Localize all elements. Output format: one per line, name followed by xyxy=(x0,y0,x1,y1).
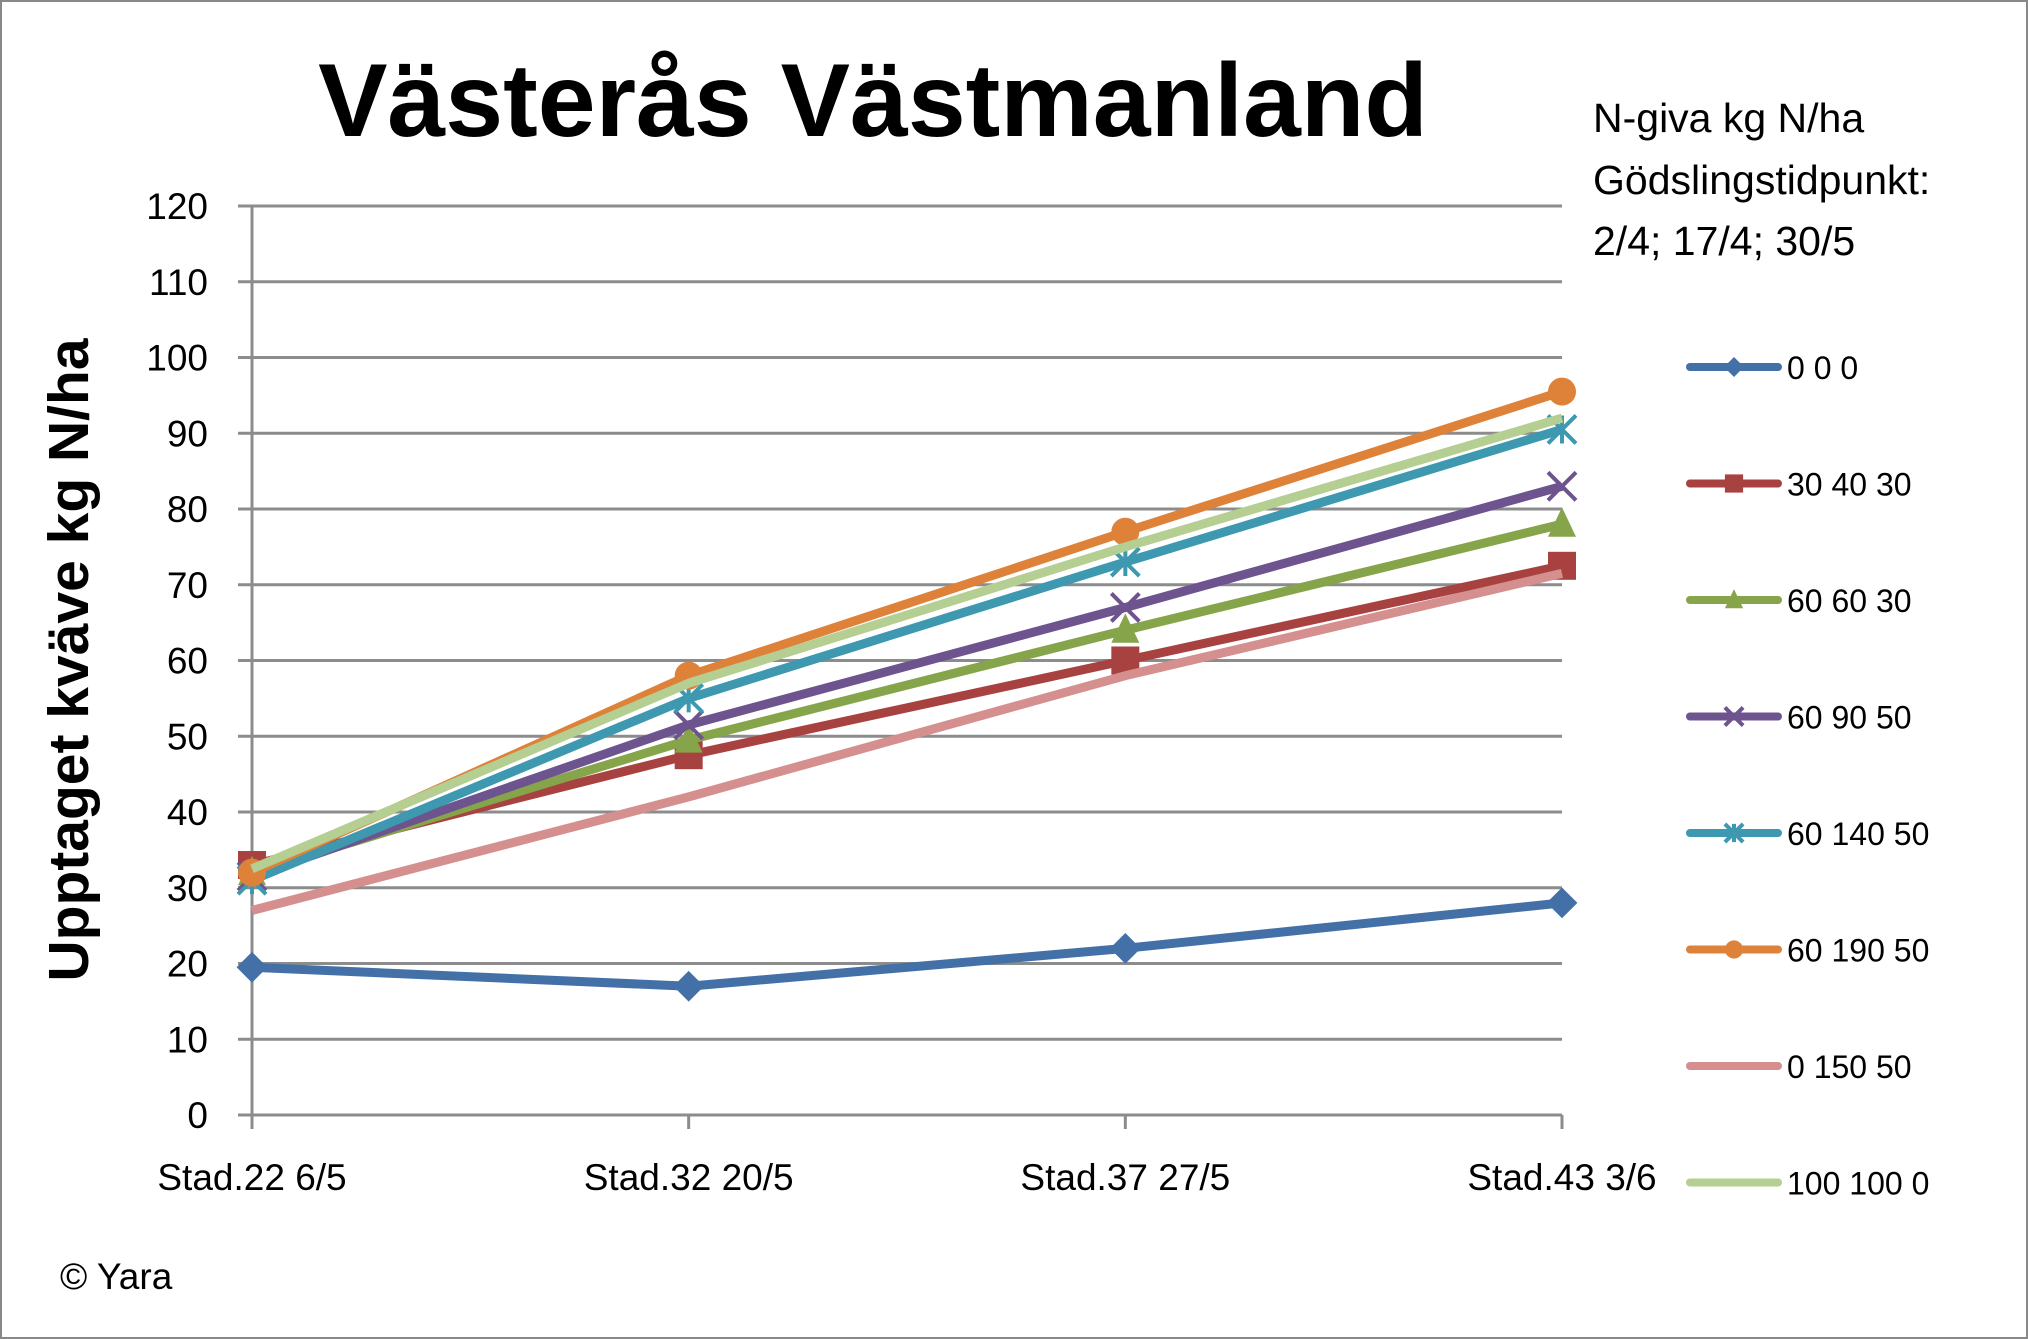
y-tick-label: 40 xyxy=(167,792,208,833)
triangle-marker xyxy=(1724,589,1744,609)
legend-title-line-2: Gödslingstidpunkt: xyxy=(1593,157,1930,203)
square-marker xyxy=(1724,474,1744,493)
legend-label: 60 60 30 xyxy=(1787,583,1912,619)
legend-label: 0 0 0 xyxy=(1787,350,1858,386)
diamond-marker xyxy=(236,951,268,983)
series-line xyxy=(251,898,1563,991)
series-0-150-50 xyxy=(250,569,1564,915)
series-line xyxy=(250,425,1564,885)
legend-title-line-1: N-giva kg N/ha xyxy=(1593,95,1864,141)
y-tick-label: 90 xyxy=(167,413,208,454)
y-tick-label: 80 xyxy=(167,489,208,530)
legend-label: 60 140 50 xyxy=(1787,816,1929,852)
series-line xyxy=(250,481,1564,881)
x-tick-label: Stad.43 3/6 xyxy=(1467,1157,1656,1198)
legend-item: 0 0 0 xyxy=(1686,350,1858,386)
series-60-60-30 xyxy=(238,507,1576,886)
x-marker xyxy=(1546,470,1578,502)
series-100-100-0 xyxy=(250,413,1564,873)
y-tick-label: 20 xyxy=(167,944,208,985)
y-tick-label: 10 xyxy=(167,1019,208,1060)
legend-item: 60 140 50 xyxy=(1686,816,1929,852)
diamond-marker xyxy=(1109,932,1141,964)
x-marker xyxy=(1723,705,1745,728)
legend-label: 30 40 30 xyxy=(1787,467,1912,503)
copyright: © Yara xyxy=(60,1256,173,1297)
y-tick-label: 0 xyxy=(187,1095,208,1136)
y-tick-label: 60 xyxy=(167,641,208,682)
legend-item: 60 190 50 xyxy=(1686,933,1929,969)
triangle-marker xyxy=(1548,507,1576,537)
diamond-marker xyxy=(673,970,705,1002)
y-tick-label: 30 xyxy=(167,868,208,909)
x-tick-label: Stad.37 27/5 xyxy=(1020,1157,1230,1198)
triangle-marker xyxy=(674,723,703,753)
y-tick-label: 110 xyxy=(149,262,208,303)
x-tick-label: Stad.32 20/5 xyxy=(584,1157,794,1198)
star-marker xyxy=(1723,822,1745,844)
circle-marker xyxy=(1548,377,1576,406)
series-line xyxy=(250,569,1564,915)
legend-label: 100 100 0 xyxy=(1787,1166,1929,1202)
diamond-marker xyxy=(1546,887,1578,919)
legend-label: 0 150 50 xyxy=(1787,1049,1912,1085)
circle-marker xyxy=(1724,940,1744,959)
legend-item: 0 150 50 xyxy=(1686,1049,1912,1085)
legend-title-line-3: 2/4; 17/4; 30/5 xyxy=(1593,218,1855,264)
legend-item: 30 40 30 xyxy=(1686,467,1912,503)
x-marker xyxy=(673,709,705,741)
diamond-marker xyxy=(1723,356,1745,378)
legend-label: 60 90 50 xyxy=(1787,700,1912,736)
y-tick-label: 70 xyxy=(167,565,208,606)
series-line xyxy=(250,413,1564,873)
chart-title: Västerås Västmanland xyxy=(318,43,1428,159)
triangle-marker xyxy=(1111,613,1140,643)
y-tick-label: 120 xyxy=(146,186,208,227)
x-tick-label: Stad.22 6/5 xyxy=(157,1157,346,1198)
legend-item: 100 100 0 xyxy=(1686,1166,1929,1202)
series-0-0-0 xyxy=(236,887,1578,1002)
x-marker xyxy=(1109,592,1141,623)
legend-item: 60 60 30 xyxy=(1686,583,1912,619)
circle-marker xyxy=(1111,517,1140,546)
y-tick-label: 100 xyxy=(146,338,208,379)
series-line xyxy=(250,519,1564,877)
legend-label: 60 190 50 xyxy=(1787,933,1929,969)
legend-item: 60 90 50 xyxy=(1686,700,1912,736)
y-tick-label: 50 xyxy=(167,716,208,757)
y-axis-label: Upptaget kväve kg N/ha xyxy=(37,337,101,981)
